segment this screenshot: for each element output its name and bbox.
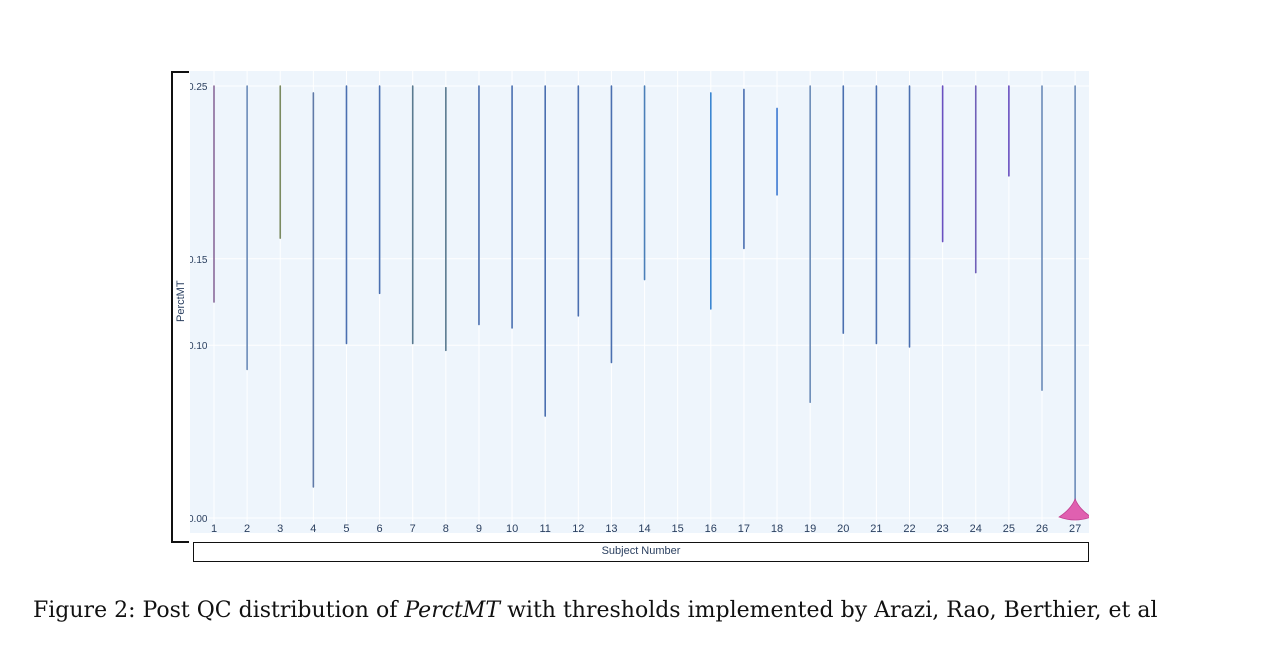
x-tick-label: 10 xyxy=(506,523,518,533)
x-tick-label: 3 xyxy=(277,523,283,533)
x-tick-label: 4 xyxy=(310,523,316,533)
x-tick-label: 9 xyxy=(476,523,482,533)
plot-area: 0.000.100.150.251 2 3 4 5 6 7 8 9 10 11 12 13 14 15 16 1… xyxy=(190,71,1089,533)
y-tick-label: 0.25 xyxy=(190,82,208,93)
x-tick-label: 1 xyxy=(211,523,217,533)
figure-caption: Figure 2: Post QC distribution of PerctM… xyxy=(33,598,1158,623)
x-tick-label: 25 xyxy=(1003,523,1015,533)
caption-suffix: with thresholds implemented by Arazi, Ra… xyxy=(500,598,1158,623)
plot-background xyxy=(190,71,1089,533)
x-tick-label: 7 xyxy=(410,523,416,533)
x-axis-label: Subject Number xyxy=(601,545,681,557)
y-tick-label: 0.15 xyxy=(190,255,208,266)
x-tick-label: 26 xyxy=(1036,523,1048,533)
x-tick-label: 12 xyxy=(572,523,584,533)
x-tick-label: 13 xyxy=(605,523,617,533)
x-tick-label: 14 xyxy=(638,523,650,533)
y-axis-bracket xyxy=(171,71,189,543)
caption-prefix: Figure 2: Post QC distribution of xyxy=(33,598,405,623)
y-axis-label: PerctMT xyxy=(175,280,187,322)
x-tick-label: 2 xyxy=(244,523,250,533)
x-tick-label: 24 xyxy=(970,523,982,533)
x-tick-label: 5 xyxy=(343,523,349,533)
x-tick-label: 21 xyxy=(870,523,882,533)
violin-bulge xyxy=(1058,497,1089,521)
x-tick-label: 17 xyxy=(738,523,750,533)
x-tick-label: 22 xyxy=(903,523,915,533)
x-tick-label: 19 xyxy=(804,523,816,533)
x-tick-label: 6 xyxy=(377,523,383,533)
y-tick-label: 0.00 xyxy=(190,514,208,525)
x-tick-label: 23 xyxy=(937,523,949,533)
x-tick-label: 16 xyxy=(705,523,717,533)
x-axis-bracket xyxy=(193,542,1089,562)
x-tick-label: 20 xyxy=(837,523,849,533)
y-tick-label: 0.10 xyxy=(190,341,208,352)
x-tick-label: 11 xyxy=(539,523,550,533)
x-tick-label: 18 xyxy=(771,523,783,533)
x-tick-label: 27 xyxy=(1069,523,1081,533)
caption-term: PerctMT xyxy=(404,598,501,623)
x-tick-label: 8 xyxy=(443,523,449,533)
x-tick-label: 15 xyxy=(672,523,684,533)
